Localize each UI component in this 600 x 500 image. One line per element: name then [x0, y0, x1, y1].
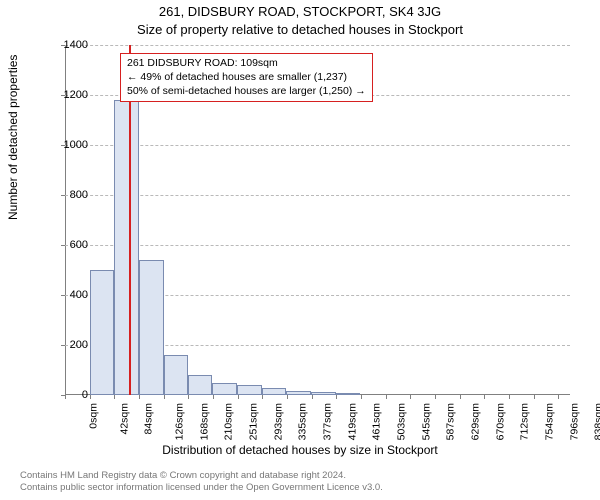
y-tick-label: 600 [70, 239, 88, 251]
gridline [65, 45, 570, 46]
x-tick-label: 754sqm [543, 403, 555, 440]
x-tick-mark [65, 395, 66, 399]
y-tick-mark [61, 195, 65, 196]
x-tick-mark [460, 395, 461, 399]
x-tick-label: 335sqm [297, 403, 309, 440]
x-tick-mark [139, 395, 140, 399]
x-tick-label: 168sqm [198, 403, 210, 440]
y-tick-mark [61, 295, 65, 296]
gridline [65, 195, 570, 196]
chart-title-line2: Size of property relative to detached ho… [0, 22, 600, 37]
x-tick-label: 796sqm [568, 403, 580, 440]
x-tick-label: 545sqm [420, 403, 432, 440]
y-tick-mark [61, 345, 65, 346]
histogram-bar [164, 355, 189, 395]
x-tick-mark [287, 395, 288, 399]
chart-title-line1: 261, DIDSBURY ROAD, STOCKPORT, SK4 3JG [0, 4, 600, 19]
plot-area: 261 DIDSBURY ROAD: 109sqm← 49% of detach… [65, 45, 570, 395]
annotation-line: 50% of semi-detached houses are larger (… [127, 84, 366, 98]
footer-text: Contains HM Land Registry data © Crown c… [20, 470, 383, 494]
x-axis-label: Distribution of detached houses by size … [0, 443, 600, 457]
y-tick-label: 0 [82, 389, 88, 401]
y-tick-label: 400 [70, 289, 88, 301]
histogram-bar [286, 391, 311, 395]
x-tick-mark [262, 395, 263, 399]
x-tick-label: 42sqm [118, 403, 130, 435]
annotation-line: ← 49% of detached houses are smaller (1,… [127, 70, 366, 84]
y-axis-label: Number of detached properties [6, 55, 20, 220]
x-tick-mark [90, 395, 91, 399]
histogram-bar [114, 100, 139, 395]
x-tick-label: 670sqm [494, 403, 506, 440]
x-tick-label: 712sqm [519, 403, 531, 440]
x-tick-label: 587sqm [445, 403, 457, 440]
x-tick-mark [509, 395, 510, 399]
x-tick-mark [164, 395, 165, 399]
x-tick-mark [361, 395, 362, 399]
histogram-bar [90, 270, 115, 395]
x-tick-mark [484, 395, 485, 399]
x-tick-label: 503sqm [395, 403, 407, 440]
x-tick-label: 84sqm [143, 403, 155, 435]
histogram-bar [311, 392, 336, 395]
x-tick-mark [188, 395, 189, 399]
x-tick-mark [312, 395, 313, 399]
y-tick-label: 1400 [64, 39, 88, 51]
x-tick-label: 419sqm [346, 403, 358, 440]
x-tick-mark [336, 395, 337, 399]
x-tick-label: 210sqm [223, 403, 235, 440]
x-tick-label: 838sqm [593, 403, 600, 440]
x-tick-mark [238, 395, 239, 399]
x-tick-mark [435, 395, 436, 399]
histogram-bar [262, 388, 287, 396]
y-tick-label: 800 [70, 189, 88, 201]
y-tick-label: 1000 [64, 139, 88, 151]
histogram-bar [336, 393, 361, 395]
x-tick-label: 0sqm [88, 403, 100, 429]
y-tick-label: 200 [70, 339, 88, 351]
histogram-bar [139, 260, 164, 395]
footer-line1: Contains HM Land Registry data © Crown c… [20, 470, 383, 482]
x-tick-label: 293sqm [272, 403, 284, 440]
x-tick-label: 126sqm [173, 403, 185, 440]
x-tick-label: 629sqm [469, 403, 481, 440]
x-tick-mark [534, 395, 535, 399]
histogram-bar [188, 375, 212, 395]
x-tick-mark [558, 395, 559, 399]
y-tick-label: 1200 [64, 89, 88, 101]
footer-line2: Contains public sector information licen… [20, 482, 383, 494]
annotation-box: 261 DIDSBURY ROAD: 109sqm← 49% of detach… [120, 53, 373, 102]
y-tick-mark [61, 245, 65, 246]
x-tick-label: 377sqm [321, 403, 333, 440]
gridline [65, 145, 570, 146]
gridline [65, 245, 570, 246]
x-tick-mark [386, 395, 387, 399]
x-tick-mark [410, 395, 411, 399]
x-tick-mark [213, 395, 214, 399]
histogram-bar [237, 385, 262, 395]
x-tick-label: 461sqm [371, 403, 383, 440]
annotation-line: 261 DIDSBURY ROAD: 109sqm [127, 56, 366, 70]
x-tick-mark [114, 395, 115, 399]
histogram-bar [212, 383, 237, 396]
x-tick-label: 251sqm [247, 403, 259, 440]
